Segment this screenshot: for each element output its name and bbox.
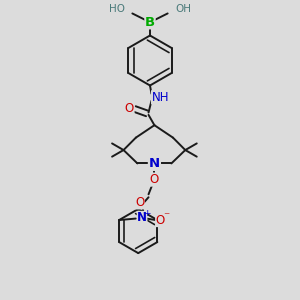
Text: O: O bbox=[135, 196, 144, 209]
Text: HO: HO bbox=[109, 4, 125, 14]
Text: N: N bbox=[149, 157, 160, 170]
Text: O: O bbox=[125, 102, 134, 115]
Text: O: O bbox=[156, 214, 165, 226]
Text: NH: NH bbox=[152, 91, 169, 104]
Text: ⁻: ⁻ bbox=[164, 211, 170, 224]
Text: +: + bbox=[143, 209, 150, 218]
Text: B: B bbox=[145, 16, 155, 29]
Text: OH: OH bbox=[175, 4, 191, 14]
Text: N: N bbox=[137, 211, 147, 224]
Text: O: O bbox=[150, 173, 159, 186]
